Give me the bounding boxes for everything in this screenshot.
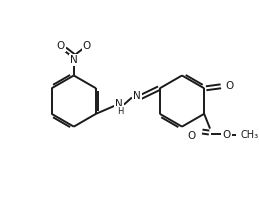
Text: O: O	[82, 41, 91, 51]
Text: O: O	[57, 41, 65, 51]
Text: N: N	[115, 99, 123, 109]
Text: CH₃: CH₃	[240, 130, 258, 140]
Text: O: O	[226, 81, 234, 91]
Text: O: O	[223, 130, 231, 140]
Text: N: N	[70, 55, 78, 65]
Text: N: N	[133, 92, 141, 102]
Text: H: H	[117, 107, 123, 116]
Text: O: O	[187, 131, 196, 141]
